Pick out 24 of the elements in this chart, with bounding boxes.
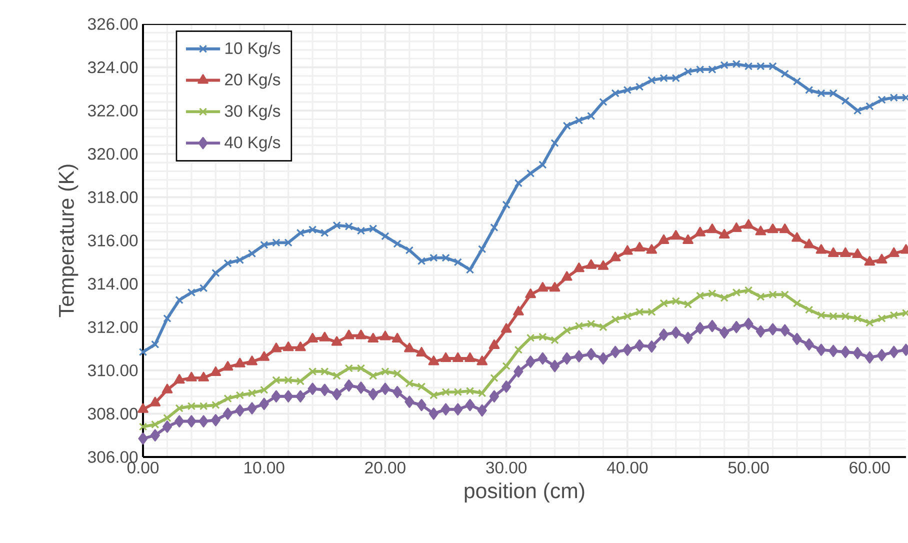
x-tick-label: 60.00 — [850, 462, 890, 474]
y-axis-title: Temperature (K) — [58, 164, 78, 318]
legend-label: 10 Kg/s — [226, 42, 280, 58]
y-tick-label: 324.00 — [88, 61, 138, 74]
x-tick-label: 10.00 — [244, 462, 284, 474]
y-tick-label: 314.00 — [88, 278, 138, 290]
y-tick-label: 310.00 — [88, 364, 138, 376]
x-tick-label: 40.00 — [606, 462, 648, 474]
y-tick-label: 312.00 — [88, 321, 138, 333]
x-tick-label: 30.00 — [486, 462, 527, 474]
legend-label: 30 Kg/s — [224, 104, 280, 120]
x-tick-label: 20.00 — [365, 462, 406, 474]
y-tick-label: 306.00 — [88, 451, 138, 463]
y-tick-label: 308.00 — [88, 408, 138, 420]
y-tick-label: 316.00 — [88, 234, 138, 246]
y-tick-label: 318.00 — [88, 191, 138, 204]
legend-label: 20 Kg/s — [225, 73, 280, 89]
y-tick-label: 326.00 — [88, 18, 138, 30]
x-tick-label: 0.00 — [127, 462, 159, 474]
x-axis-title: position (cm) — [464, 482, 584, 503]
legend-label: 40 Kg/s — [224, 136, 280, 152]
y-tick-label: 320.00 — [88, 148, 138, 160]
x-tick-label: 50.00 — [728, 462, 769, 474]
y-tick-label: 322.00 — [88, 104, 138, 116]
